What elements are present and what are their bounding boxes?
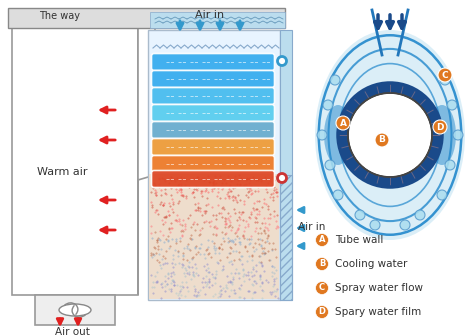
Text: Tube wall: Tube wall xyxy=(335,235,383,245)
FancyBboxPatch shape xyxy=(149,174,279,299)
Ellipse shape xyxy=(315,30,465,240)
Text: Warm air: Warm air xyxy=(37,167,87,177)
Circle shape xyxy=(349,94,431,176)
Polygon shape xyxy=(35,295,115,325)
Polygon shape xyxy=(8,8,285,28)
Circle shape xyxy=(330,75,340,85)
Circle shape xyxy=(433,120,447,134)
Circle shape xyxy=(277,56,286,66)
Circle shape xyxy=(437,190,447,200)
Circle shape xyxy=(375,133,389,147)
Circle shape xyxy=(317,130,327,140)
Ellipse shape xyxy=(324,105,352,165)
FancyBboxPatch shape xyxy=(152,87,274,104)
Text: Spray water flow: Spray water flow xyxy=(335,283,423,293)
FancyBboxPatch shape xyxy=(152,138,274,156)
Circle shape xyxy=(316,257,328,270)
FancyBboxPatch shape xyxy=(152,122,274,138)
Circle shape xyxy=(348,93,432,177)
Text: A: A xyxy=(319,236,325,245)
Text: D: D xyxy=(436,123,444,131)
Polygon shape xyxy=(148,30,280,300)
Text: Spary water film: Spary water film xyxy=(335,307,421,317)
Circle shape xyxy=(316,234,328,247)
Polygon shape xyxy=(12,25,138,295)
Text: Air out: Air out xyxy=(55,327,90,336)
Ellipse shape xyxy=(428,105,456,165)
Circle shape xyxy=(447,100,457,110)
FancyBboxPatch shape xyxy=(152,170,274,187)
Polygon shape xyxy=(138,25,155,295)
Text: C: C xyxy=(319,284,325,293)
FancyBboxPatch shape xyxy=(152,156,274,172)
Circle shape xyxy=(355,210,365,220)
Circle shape xyxy=(415,210,425,220)
Circle shape xyxy=(333,190,343,200)
Text: Air in: Air in xyxy=(298,222,325,232)
Circle shape xyxy=(316,305,328,319)
Circle shape xyxy=(440,75,450,85)
Text: Cooling water: Cooling water xyxy=(335,259,407,269)
FancyBboxPatch shape xyxy=(152,53,274,71)
FancyBboxPatch shape xyxy=(152,71,274,87)
Circle shape xyxy=(316,282,328,294)
FancyBboxPatch shape xyxy=(150,12,285,28)
Circle shape xyxy=(277,173,286,182)
Circle shape xyxy=(323,100,333,110)
Circle shape xyxy=(336,116,350,130)
Text: C: C xyxy=(442,71,448,80)
Text: A: A xyxy=(339,119,346,127)
Circle shape xyxy=(325,160,335,170)
Circle shape xyxy=(338,83,442,187)
Circle shape xyxy=(438,68,452,82)
Polygon shape xyxy=(280,30,292,300)
Circle shape xyxy=(453,130,463,140)
Text: Air in: Air in xyxy=(195,10,225,20)
Circle shape xyxy=(370,220,380,230)
Circle shape xyxy=(400,220,410,230)
Ellipse shape xyxy=(59,304,91,316)
Text: B: B xyxy=(319,259,325,268)
FancyBboxPatch shape xyxy=(152,104,274,122)
Text: D: D xyxy=(319,307,326,317)
Text: The way: The way xyxy=(39,11,81,21)
Text: B: B xyxy=(379,135,385,144)
Circle shape xyxy=(445,160,455,170)
